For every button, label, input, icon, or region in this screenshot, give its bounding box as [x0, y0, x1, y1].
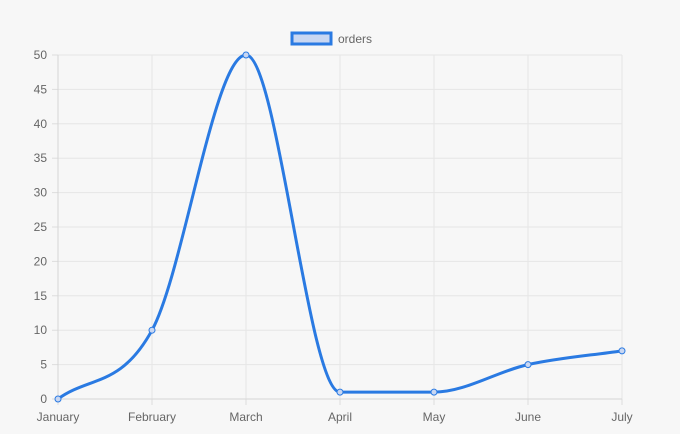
data-point-july[interactable]: [618, 347, 626, 355]
y-tick-label: 35: [34, 151, 48, 165]
y-tick-label: 15: [34, 289, 48, 303]
legend-swatch[interactable]: [290, 31, 333, 46]
y-tick-label: 10: [34, 323, 48, 337]
x-tick-label: February: [128, 410, 176, 424]
x-tick-label: April: [328, 410, 352, 424]
y-tick-label: 45: [34, 82, 48, 96]
data-point-june[interactable]: [524, 361, 532, 369]
series-line: [57, 53, 623, 401]
y-tick-label: 30: [34, 186, 48, 200]
x-axis: January February March April May June July: [37, 398, 633, 424]
data-point-february[interactable]: [148, 326, 156, 334]
y-tick-label: 50: [34, 48, 48, 62]
x-tick-label: March: [229, 410, 262, 424]
x-tick-label: January: [37, 410, 80, 424]
legend-label-orders[interactable]: orders: [338, 32, 372, 46]
y-axis: 0 5 10 15 20 25 30 35 40 45 50: [34, 48, 59, 406]
y-tick-label: 5: [40, 358, 47, 372]
legend[interactable]: orders: [290, 31, 372, 46]
series-orders: [54, 51, 626, 403]
data-point-march[interactable]: [242, 51, 250, 59]
x-tick-label: June: [515, 410, 541, 424]
y-tick-label: 0: [40, 392, 47, 406]
data-point-april[interactable]: [336, 388, 344, 396]
y-tick-label: 25: [34, 220, 48, 234]
data-point-january[interactable]: [54, 395, 62, 403]
x-tick-label: May: [423, 410, 446, 424]
y-tick-label: 20: [34, 254, 48, 268]
data-point-may[interactable]: [430, 388, 438, 396]
y-tick-label: 40: [34, 117, 48, 131]
x-tick-label: July: [611, 410, 632, 424]
